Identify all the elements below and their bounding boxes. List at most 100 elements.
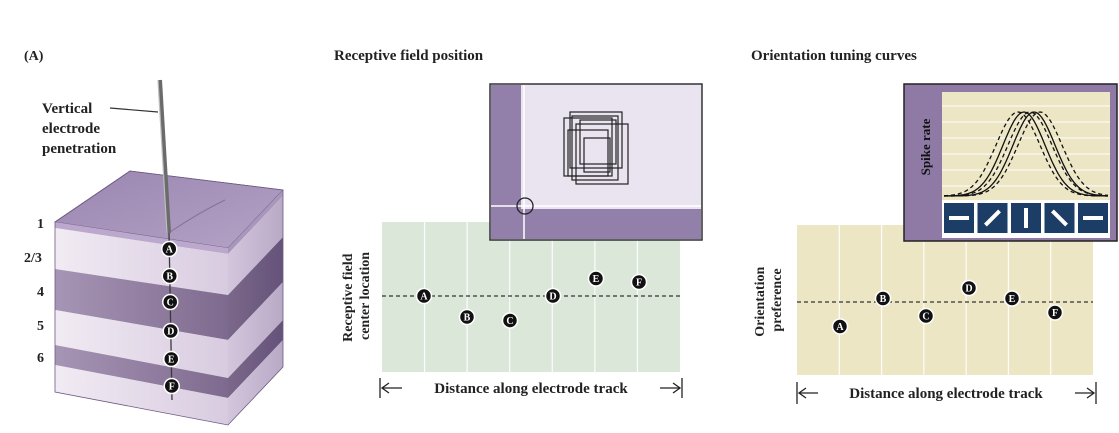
- receptive-point-f-label: F: [636, 278, 642, 289]
- layer-5-side: [228, 282, 283, 378]
- recording-site-a-label: A: [166, 245, 174, 256]
- receptive-points: A B C D E F: [415, 270, 648, 329]
- orientation-point-a-label: A: [836, 322, 844, 333]
- receptive-point-d-dot: [544, 287, 562, 305]
- tuning-curve-5: [944, 111, 1109, 197]
- electrode-label-line-3: penetration: [42, 141, 117, 157]
- receptive-point-e-dot: [587, 270, 605, 287]
- layer-1-side: [228, 190, 283, 254]
- panel-label: (A): [24, 49, 44, 64]
- orientation-ylabel-line-2: preference: [770, 268, 785, 331]
- receptive-point-f-dot: [630, 273, 648, 291]
- cortex-block: [53, 170, 284, 426]
- receptive-point-d-label: D: [549, 292, 556, 303]
- orientation-point-f: F: [1046, 304, 1064, 321]
- orientation-point-f-dot: [1046, 304, 1064, 321]
- receptive-ylabel: Receptive field center location: [341, 250, 373, 342]
- receptive-chart: A B C D E F Receptive field center location D…: [341, 222, 683, 398]
- cube-top-crease: [169, 199, 226, 233]
- orientation-ylabel-line-1: Orientation: [753, 267, 768, 337]
- recording-site-a-dot: [161, 240, 178, 258]
- layer-4-front: [55, 269, 228, 340]
- orientation-point-c-dot: [917, 307, 935, 325]
- orientation-bar-icon-3: [1011, 203, 1041, 233]
- orientation-title: Orientation tuning curves: [751, 48, 917, 64]
- layer-labels: 1 2/3 4 5 6: [24, 217, 44, 366]
- orientation-point-c: C: [917, 307, 935, 325]
- recording-site-d-label: D: [167, 327, 174, 338]
- layer-5-front: [55, 310, 228, 378]
- orientation-bar-icon-4: [1044, 203, 1075, 233]
- orientation-xlabel: Distance along electrode track: [849, 386, 1043, 402]
- tuning-inset-plot: [942, 92, 1110, 200]
- receptive-point-b-dot: [458, 308, 476, 326]
- receptive-point-b-label: B: [464, 313, 471, 324]
- tuning-curve-3: [943, 111, 1108, 197]
- receptive-xlabel: Distance along electrode track: [434, 381, 628, 397]
- orientation-point-c-label: C: [922, 312, 929, 323]
- orientation-point-a: A: [831, 318, 849, 335]
- recording-site-b-dot: [161, 267, 179, 285]
- layer-label-23: 2/3: [24, 251, 42, 266]
- tuning-inset: Spike rate: [903, 83, 1118, 242]
- layer-4-side: [228, 237, 283, 340]
- recording-site-e: E: [163, 350, 180, 368]
- recording-site-c-dot: [161, 293, 179, 311]
- orientation-point-f-label: F: [1052, 308, 1058, 319]
- recording-site-d-dot: [162, 322, 180, 340]
- recording-site-b: B: [161, 267, 179, 285]
- fixation-point: [516, 197, 534, 215]
- orientation-point-e-dot: [1003, 290, 1021, 307]
- orientation-plot-area: [797, 225, 1093, 375]
- layer-label-6: 6: [37, 351, 44, 366]
- orientation-bar-icon-1: [944, 203, 974, 233]
- recording-site-c: C: [161, 293, 179, 311]
- receptive-point-a: A: [415, 287, 433, 305]
- orientation-point-b-label: B: [880, 294, 887, 305]
- layer-1-front: [55, 222, 228, 254]
- electrode-label: Vertical electrode penetration: [42, 101, 117, 157]
- recording-site-a: A: [161, 240, 178, 258]
- receptive-gridlines: [423, 222, 639, 372]
- recording-site-f-dot: [163, 377, 180, 395]
- receptive-inset: [489, 83, 703, 241]
- layer-label-4: 4: [37, 285, 44, 300]
- orientation-point-e: E: [1003, 290, 1021, 307]
- receptive-ylabel-line-1: Receptive field: [341, 253, 356, 341]
- layer-23-front: [55, 228, 228, 295]
- orientation-point-d: D: [960, 279, 978, 297]
- orientation-bar-icon-5: [1078, 203, 1108, 233]
- orientation-bar-icons: [944, 203, 1108, 233]
- recording-site-b-label: B: [166, 272, 173, 283]
- orientation-bar-icon-2: [977, 203, 1008, 233]
- receptive-xaxis-arrow: [379, 378, 683, 398]
- receptive-point-a-label: A: [420, 292, 428, 303]
- recording-site-e-label: E: [168, 355, 175, 366]
- orientation-point-d-dot: [960, 279, 978, 297]
- orientation-point-e-label: E: [1009, 294, 1016, 305]
- layer-6b-side: [228, 340, 283, 425]
- receptive-title: Receptive field position: [334, 48, 484, 64]
- orientation-point-b-dot: [874, 290, 892, 307]
- orientation-point-a-dot: [831, 318, 849, 335]
- layer-6a-side: [228, 320, 283, 398]
- layer-6a-front: [55, 345, 228, 398]
- receptive-point-e-label: E: [593, 274, 600, 285]
- receptive-point-f: F: [630, 273, 648, 291]
- receptive-field-boxes: [563, 111, 629, 185]
- recording-site-e-dot: [163, 350, 180, 368]
- orientation-ylabel: Orientation preference: [753, 263, 785, 337]
- cube-outline: [54, 170, 284, 426]
- layer-label-5: 5: [37, 319, 44, 334]
- receptive-point-b: B: [458, 308, 476, 326]
- tuning-inset-ylabel: Spike rate: [918, 118, 933, 175]
- layer-label-1: 1: [37, 217, 44, 232]
- receptive-point-c-dot: [501, 312, 519, 329]
- receptive-point-c-label: C: [506, 316, 513, 327]
- recording-site-f-label: F: [169, 382, 175, 393]
- receptive-point-d: D: [544, 287, 562, 305]
- orientation-points: A B C D E F: [831, 279, 1064, 335]
- receptive-ylabel-line-2: center location: [358, 252, 373, 340]
- electrode: [157, 79, 173, 401]
